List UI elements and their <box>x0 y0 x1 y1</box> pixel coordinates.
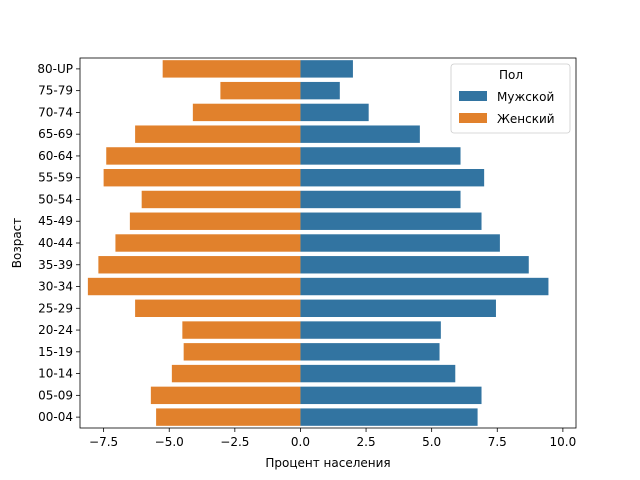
y-tick-label: 65-69 <box>38 127 73 141</box>
bar-male-55-59 <box>300 169 485 187</box>
bar-female-60-64 <box>106 147 301 165</box>
bar-male-10-14 <box>300 364 456 383</box>
y-tick-label: 00-04 <box>38 410 73 424</box>
y-tick-label: 75-79 <box>38 84 73 98</box>
female-bars-group <box>87 60 301 426</box>
x-tick-label: −5.0 <box>155 435 184 449</box>
y-tick-label: 55-59 <box>38 171 73 185</box>
x-tick-label: −7.5 <box>89 435 118 449</box>
y-axis-title: Возраст <box>10 218 24 269</box>
y-tick-label: 50-54 <box>38 192 73 206</box>
y-tick-label: 45-49 <box>38 214 73 228</box>
bar-male-35-39 <box>300 256 529 274</box>
y-tick-label: 15-19 <box>38 345 73 359</box>
bar-male-75-79 <box>300 81 340 100</box>
bar-female-00-04 <box>156 408 301 426</box>
y-tick-label: 80-UP <box>37 62 73 76</box>
bar-female-70-74 <box>192 103 301 122</box>
x-tick-label: 5.0 <box>422 435 441 449</box>
bar-male-15-19 <box>300 343 440 361</box>
legend-label-female: Женский <box>497 112 555 126</box>
bar-male-20-24 <box>300 321 441 339</box>
x-tick-label: 0.0 <box>291 435 310 449</box>
bar-male-45-49 <box>300 212 482 230</box>
y-axis-ticks: 80-UP 75-79 70-74 65-69 60-64 55-59 50-54 45-49… <box>37 62 80 424</box>
y-tick-label: 10-14 <box>38 367 73 381</box>
bar-female-55-59 <box>103 169 301 187</box>
y-tick-label: 60-64 <box>38 149 73 163</box>
y-tick-label: 20-24 <box>38 323 73 337</box>
bar-female-10-14 <box>171 364 301 383</box>
bar-male-00-04 <box>300 408 478 426</box>
bar-male-05-09 <box>300 386 482 405</box>
bar-male-65-69 <box>300 125 420 143</box>
x-axis-ticks: −7.5 −5.0 −2.5 0.0 2.5 5.0 7.5 10.0 <box>89 428 576 449</box>
bar-female-50-54 <box>141 190 301 209</box>
bar-female-45-49 <box>129 212 301 230</box>
y-tick-label: 05-09 <box>38 388 73 402</box>
y-tick-label: 35-39 <box>38 258 73 272</box>
bar-male-50-54 <box>300 190 461 209</box>
y-tick-label: 40-44 <box>38 236 73 250</box>
bar-male-70-74 <box>300 103 369 122</box>
bar-male-40-44 <box>300 234 500 252</box>
legend: Пол Мужской Женский <box>450 63 571 134</box>
y-tick-label: 70-74 <box>38 105 73 119</box>
bar-female-15-19 <box>183 343 301 361</box>
bar-female-40-44 <box>115 234 301 252</box>
bar-male-60-64 <box>300 147 461 165</box>
bar-male-30-34 <box>300 277 549 296</box>
bar-female-05-09 <box>150 386 301 405</box>
bar-female-35-39 <box>98 256 301 274</box>
bar-female-30-34 <box>87 277 301 296</box>
bar-female-75-79 <box>220 81 301 100</box>
bar-female-20-24 <box>182 321 301 339</box>
legend-title: Пол <box>499 68 523 82</box>
x-tick-label: 10.0 <box>550 435 577 449</box>
x-tick-label: −2.5 <box>220 435 249 449</box>
bar-female-65-69 <box>135 125 301 143</box>
bar-male-80-UP <box>300 60 353 78</box>
legend-swatch-male <box>459 91 487 101</box>
bar-female-25-29 <box>135 299 301 317</box>
x-tick-label: 2.5 <box>357 435 376 449</box>
bar-male-25-29 <box>300 299 496 317</box>
male-bars-group <box>300 60 549 426</box>
y-tick-label: 30-34 <box>38 280 73 294</box>
y-tick-label: 25-29 <box>38 301 73 315</box>
bar-female-80-UP <box>162 60 301 78</box>
x-axis-title: Процент населения <box>265 456 390 470</box>
x-tick-label: 7.5 <box>488 435 507 449</box>
legend-swatch-female <box>459 113 487 123</box>
legend-label-male: Мужской <box>497 90 554 104</box>
